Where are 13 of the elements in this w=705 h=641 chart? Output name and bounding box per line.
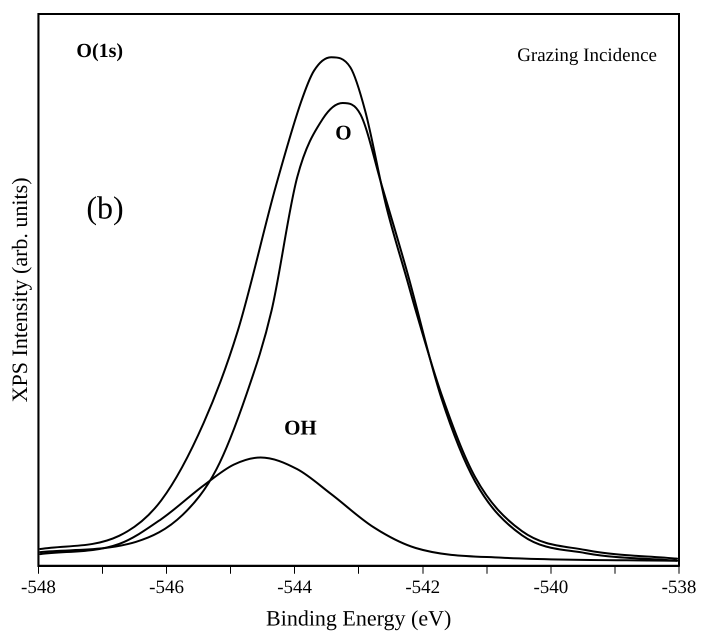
x-tick-label: -542: [405, 577, 440, 598]
annotation: O: [335, 120, 352, 144]
x-axis-title: Binding Energy (eV): [266, 606, 452, 631]
annotation: OH: [284, 415, 317, 440]
x-tick-label: -544: [277, 577, 313, 598]
y-axis-title: XPS Intensity (arb. units): [6, 177, 32, 402]
x-tick-label: -538: [662, 577, 696, 598]
x-tick-label: -546: [149, 577, 184, 598]
annotation: O(1s): [76, 40, 124, 62]
x-tick-label: -548: [20, 577, 56, 598]
annotation: Grazing Incidence: [517, 44, 657, 66]
x-tick-label: -540: [533, 577, 568, 598]
annotation: (b): [86, 189, 124, 226]
